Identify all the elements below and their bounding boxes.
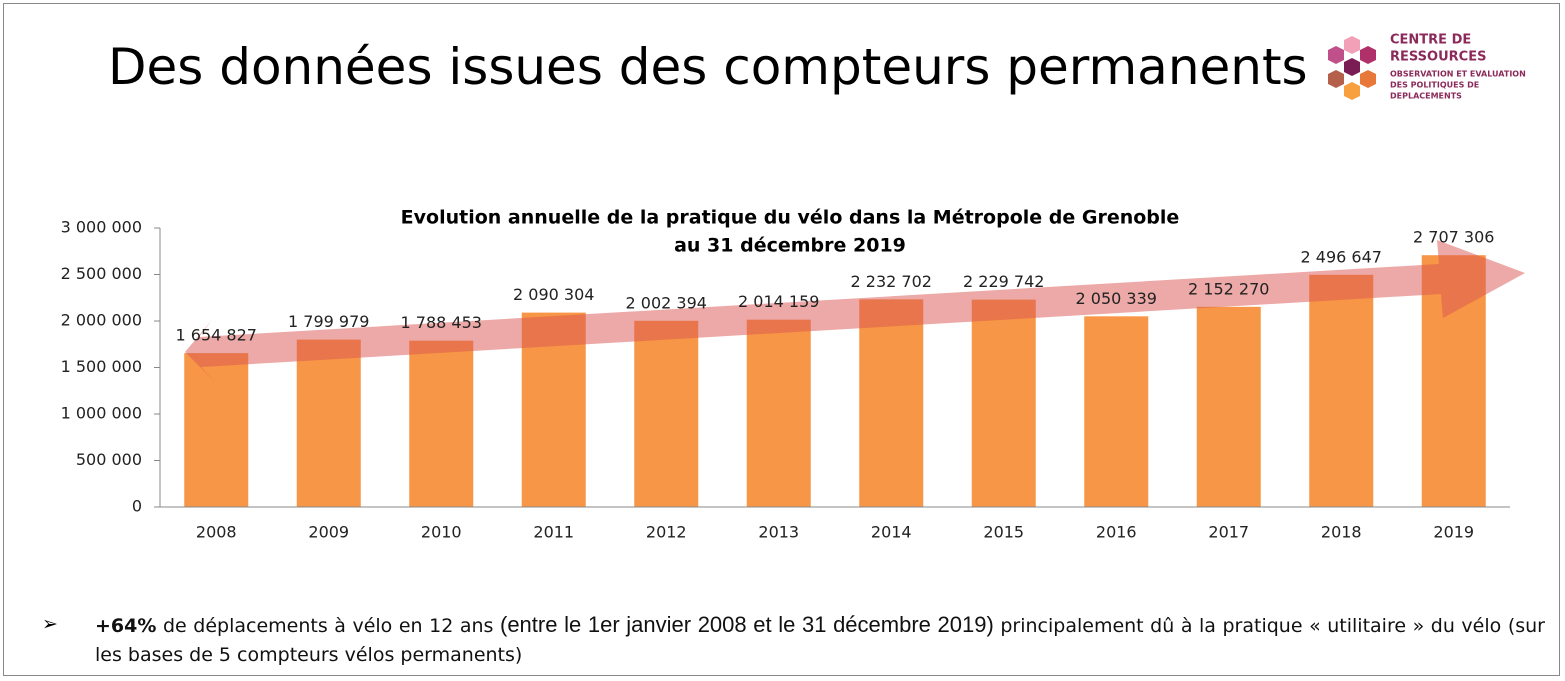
bar [296, 339, 361, 507]
y-tick-label: 1 000 000 [61, 404, 142, 423]
value-label: 1 654 827 [176, 326, 257, 345]
value-label: 2 229 742 [963, 272, 1044, 291]
value-label: 2 496 647 [1301, 247, 1382, 266]
y-tick-label: 2 500 000 [61, 264, 142, 283]
value-label: 2 090 304 [513, 285, 594, 304]
slide-frame [3, 3, 1560, 676]
logo-text: DEPLACEMENTS [1390, 92, 1462, 101]
bar [746, 319, 811, 507]
logo-hex [1344, 36, 1360, 54]
bullet-part: (entre le 1er janvier 2008 et le 31 déce… [500, 612, 994, 637]
x-tick-label: 2012 [646, 523, 687, 542]
logo-hex [1344, 82, 1360, 100]
bullet-part: principalement dû à la pratique « utilit… [95, 615, 1545, 666]
y-tick-label: 3 000 000 [61, 218, 142, 237]
bullet-part: de déplacements à vélo en 12 ans [156, 615, 500, 637]
value-label: 2 002 394 [626, 293, 707, 312]
bar [1084, 316, 1149, 507]
logo-text: CENTRE DE [1390, 33, 1471, 48]
y-tick-label: 500 000 [76, 450, 142, 469]
logo-hex [1360, 46, 1376, 64]
x-tick-label: 2008 [196, 523, 237, 542]
chart: Evolution annuelle de la pratique du vél… [61, 207, 1525, 542]
x-tick-label: 2009 [308, 523, 349, 542]
bar [859, 299, 924, 507]
x-tick-label: 2015 [983, 523, 1024, 542]
y-tick-label: 0 [132, 497, 142, 516]
value-label: 2 152 270 [1188, 279, 1269, 298]
bar [1196, 306, 1261, 507]
bar [1309, 274, 1374, 507]
x-tick-label: 2011 [533, 523, 574, 542]
bar [634, 320, 699, 507]
bullet-marker: ➢ [42, 613, 58, 635]
value-label: 1 799 979 [288, 312, 369, 331]
x-tick-label: 2013 [758, 523, 799, 542]
bullet-text: +64% de déplacements à vélo en 12 ans (e… [95, 610, 1545, 670]
bullet-bold: +64% [95, 615, 157, 637]
logo-hex [1360, 70, 1376, 88]
bar [409, 340, 474, 507]
logo-hex [1344, 58, 1360, 76]
chart-title: au 31 décembre 2019 [674, 235, 906, 257]
y-tick-label: 2 000 000 [61, 311, 142, 330]
y-tick-label: 1 500 000 [61, 357, 142, 376]
logo-hex [1328, 46, 1344, 64]
x-tick-label: 2019 [1433, 523, 1474, 542]
logo-hex [1328, 70, 1344, 88]
value-label: 1 788 453 [401, 313, 482, 332]
logo-text: OBSERVATION ET EVALUATION [1390, 70, 1526, 79]
logo-text: DES POLITIQUES DE [1390, 81, 1479, 90]
slide-title: Des données issues des compteurs permane… [108, 38, 1308, 96]
x-tick-label: 2017 [1208, 523, 1249, 542]
chart-title: Evolution annuelle de la pratique du vél… [401, 207, 1180, 229]
x-tick-label: 2016 [1096, 523, 1137, 542]
logo-text: RESSOURCES [1390, 50, 1486, 65]
value-label: 2 707 306 [1413, 228, 1494, 247]
logo: CENTRE DE RESSOURCES OBSERVATION ET EVAL… [1328, 33, 1526, 101]
value-label: 2 050 339 [1076, 289, 1157, 308]
value-label: 2 232 702 [851, 272, 932, 291]
bar [184, 353, 249, 507]
bar [971, 299, 1036, 507]
x-tick-label: 2010 [421, 523, 462, 542]
x-tick-label: 2018 [1321, 523, 1362, 542]
trend-arrow [185, 240, 1525, 382]
value-label: 2 014 159 [738, 292, 819, 311]
x-tick-label: 2014 [871, 523, 912, 542]
